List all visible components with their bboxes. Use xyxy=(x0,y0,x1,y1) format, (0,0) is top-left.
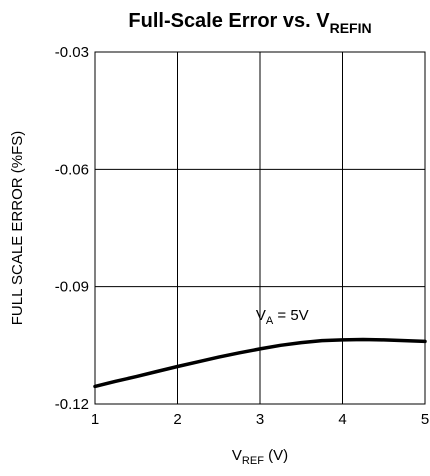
y-tick-label-0: -0.03 xyxy=(55,44,89,61)
x-tick-label-3: 4 xyxy=(338,411,346,428)
y-tick-labels: -0.03 -0.06 -0.09 -0.12 xyxy=(55,44,89,413)
y-tick-label-3: -0.12 xyxy=(55,396,89,413)
x-tick-labels: 1 2 3 4 5 xyxy=(91,411,429,428)
chart-title: Full-Scale Error vs. VREFIN xyxy=(128,10,371,36)
grid-group xyxy=(95,52,425,404)
x-tick-label-4: 5 xyxy=(421,411,429,428)
x-axis-title: VREF (V) xyxy=(232,447,288,467)
y-tick-label-1: -0.06 xyxy=(55,161,89,178)
annotation-va: VA = 5V xyxy=(256,307,309,327)
x-tick-label-2: 3 xyxy=(256,411,264,428)
y-tick-label-2: -0.09 xyxy=(55,279,89,296)
chart-title-subscript: REFIN xyxy=(330,20,372,36)
annotation-suffix: = 5V xyxy=(273,307,308,324)
chart-title-main: Full-Scale Error vs. V xyxy=(128,10,330,32)
x-axis-title-subscript: REF xyxy=(242,455,264,467)
x-axis-title-main: V xyxy=(232,447,242,464)
annotation-subscript: A xyxy=(266,315,274,327)
x-tick-label-0: 1 xyxy=(91,411,99,428)
annotation-main: V xyxy=(256,307,266,324)
series-group xyxy=(93,337,427,389)
x-axis-title-suffix: (V) xyxy=(264,447,288,464)
series-line-0 xyxy=(93,337,427,389)
x-tick-label-1: 2 xyxy=(173,411,181,428)
y-axis-title: FULL SCALE ERROR (%FS) xyxy=(9,131,26,325)
